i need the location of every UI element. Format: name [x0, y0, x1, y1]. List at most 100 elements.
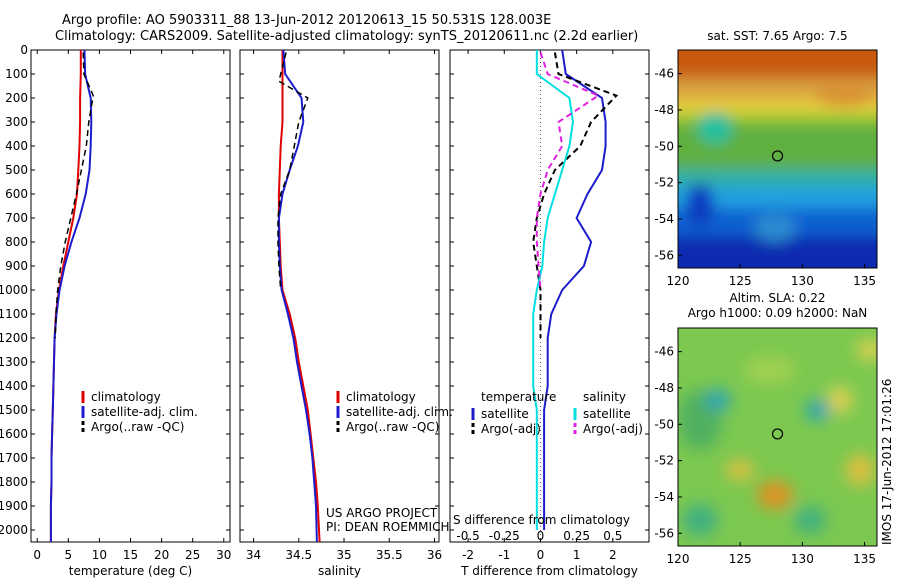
sst_map-ytick-label: -46 — [654, 67, 674, 81]
salinity-xtick-label: 35.5 — [376, 548, 403, 562]
salinity-diff-tick-label: 0 — [537, 529, 545, 543]
difference-xtick-label: -1 — [498, 548, 510, 562]
temperature-xtick-label: 25 — [185, 548, 200, 562]
sla_map-xtick-label: 135 — [853, 552, 876, 566]
sla_map-ytick-label: -46 — [654, 345, 674, 359]
difference-xtick-label: 0 — [537, 548, 545, 562]
sla_map-ytick-label: -52 — [654, 454, 674, 468]
depth-tick-label: 1600 — [0, 427, 28, 441]
project-annotation: US ARGO PROJECT — [326, 506, 438, 520]
diff-legend-label-s: Argo(-adj) — [583, 422, 643, 436]
sst-map-field — [678, 50, 877, 268]
sst_map-xtick-label: 120 — [667, 274, 690, 288]
depth-tick-label: 1200 — [0, 331, 28, 345]
depth-tick-label: 1800 — [0, 475, 28, 489]
sst_map-ytick-label: -48 — [654, 103, 674, 117]
sst_map-frame — [677, 49, 878, 269]
temperature-xtick-label: 10 — [92, 548, 107, 562]
temperature-legend-label: climatology — [91, 390, 161, 404]
diff-legend-label-s: satellite — [583, 407, 631, 421]
salinity-diff-xlabel: S difference from climatology — [453, 513, 630, 527]
salinity-xtick-label: 34 — [246, 548, 261, 562]
pi-annotation: PI: DEAN ROEMMICH — [326, 520, 449, 534]
sla_map-xtick-label: 125 — [729, 552, 752, 566]
depth-tick-label: 700 — [5, 211, 28, 225]
salinity-legend-label: climatology — [346, 390, 416, 404]
diff-legend-header-t: temperature — [481, 390, 556, 404]
temperature-series-argo-raw-qc- — [54, 52, 94, 339]
sla_map-title: Altim. SLA: 0.22 — [729, 291, 825, 305]
sla_map-xtick-label: 130 — [791, 552, 814, 566]
sla_map-xtick-label: 120 — [667, 552, 690, 566]
temperature-frame — [30, 49, 231, 543]
salinity-xtick-label: 35 — [336, 548, 351, 562]
salinity-diff-tick-label: 0.5 — [603, 529, 622, 543]
argo-location-marker — [771, 428, 784, 440]
sst_map-xtick-label: 135 — [853, 274, 876, 288]
sst_map-ytick-label: -54 — [654, 212, 674, 226]
temperature-legend-label: satellite-adj. clim. — [91, 405, 198, 419]
imos-watermark: IMOS 17-Jun-2012 17:01:26 — [880, 378, 894, 545]
header-line-1: Argo profile: AO 5903311_88 13-Jun-2012 … — [62, 13, 552, 28]
difference-series-t-satellite — [543, 49, 607, 530]
header-line-2: Climatology: CARS2009. Satellite-adjuste… — [55, 29, 639, 44]
sla_map-ytick-label: -48 — [654, 381, 674, 395]
depth-tick-label: 200 — [5, 91, 28, 105]
depth-tick-label: 1000 — [0, 283, 28, 297]
diff-legend-label-t: satellite — [481, 407, 529, 421]
depth-tick-label: 0 — [20, 43, 28, 57]
difference-xlabel: T difference from climatology — [460, 564, 638, 578]
temperature-legend-label: Argo(..raw -QC) — [91, 420, 184, 434]
depth-tick-label: 1900 — [0, 499, 28, 513]
sst_map-ytick-label: -52 — [654, 176, 674, 190]
salinity-diff-tick-label: -0.5 — [456, 529, 479, 543]
diff-legend-header-s: salinity — [583, 390, 626, 404]
salinity-xtick-label: 36 — [427, 548, 442, 562]
salinity-diff-tick-label: -0.25 — [489, 529, 520, 543]
salinity-series-satellite-adj-clim- — [277, 49, 318, 543]
temperature-xtick-label: 20 — [154, 548, 169, 562]
depth-tick-label: 500 — [5, 163, 28, 177]
depth-tick-label: 600 — [5, 187, 28, 201]
sst_map-ytick-label: -56 — [654, 248, 674, 262]
depth-tick-label: 400 — [5, 139, 28, 153]
temperature-xtick-label: 15 — [123, 548, 138, 562]
salinity-legend-label: Argo(..raw -QC) — [346, 420, 439, 434]
depth-tick-label: 2000 — [0, 523, 28, 537]
depth-tick-label: 100 — [5, 67, 28, 81]
sst_map-title: sat. SST: 7.65 Argo: 7.5 — [707, 29, 847, 43]
temperature-xtick-label: 30 — [216, 548, 231, 562]
salinity-series-argo-raw-qc- — [277, 52, 309, 291]
difference-xtick-label: 1 — [573, 548, 581, 562]
difference-series-s-argo-adj- — [535, 52, 601, 291]
temperature-series-satellite-adj-clim- — [49, 49, 93, 542]
sst_map-xtick-label: 130 — [791, 274, 814, 288]
sla_map-ytick-label: -54 — [654, 490, 674, 504]
sla-map-field — [678, 328, 877, 546]
sst_map-ytick-label: -50 — [654, 139, 674, 153]
depth-tick-label: 1300 — [0, 355, 28, 369]
depth-tick-label: 1700 — [0, 451, 28, 465]
salinity-legend-label: satellite-adj. clim. — [346, 405, 453, 419]
salinity-xtick-label: 34.5 — [285, 548, 312, 562]
temperature-xtick-label: 5 — [64, 548, 72, 562]
difference-frame — [449, 49, 650, 543]
salinity-frame — [239, 49, 440, 543]
difference-series-t-argo-adj- — [532, 52, 619, 338]
diff-legend-label-t: Argo(-adj) — [481, 422, 541, 436]
depth-tick-label: 1100 — [0, 307, 28, 321]
sla_map-ytick-label: -50 — [654, 417, 674, 431]
temperature-series-climatology — [49, 50, 82, 542]
sla_map-frame — [677, 327, 878, 547]
difference-xtick-label: -2 — [462, 548, 474, 562]
sla_map-subtitle: Argo h1000: 0.09 h2000: NaN — [688, 306, 868, 320]
depth-tick-label: 300 — [5, 115, 28, 129]
salinity-xlabel: salinity — [318, 564, 361, 578]
sst_map-xtick-label: 125 — [729, 274, 752, 288]
temperature-xlabel: temperature (deg C) — [69, 564, 192, 578]
difference-series-s-satellite — [532, 50, 575, 530]
sla_map-ytick-label: -56 — [654, 526, 674, 540]
argo-location-marker — [771, 150, 784, 162]
depth-tick-label: 1500 — [0, 403, 28, 417]
